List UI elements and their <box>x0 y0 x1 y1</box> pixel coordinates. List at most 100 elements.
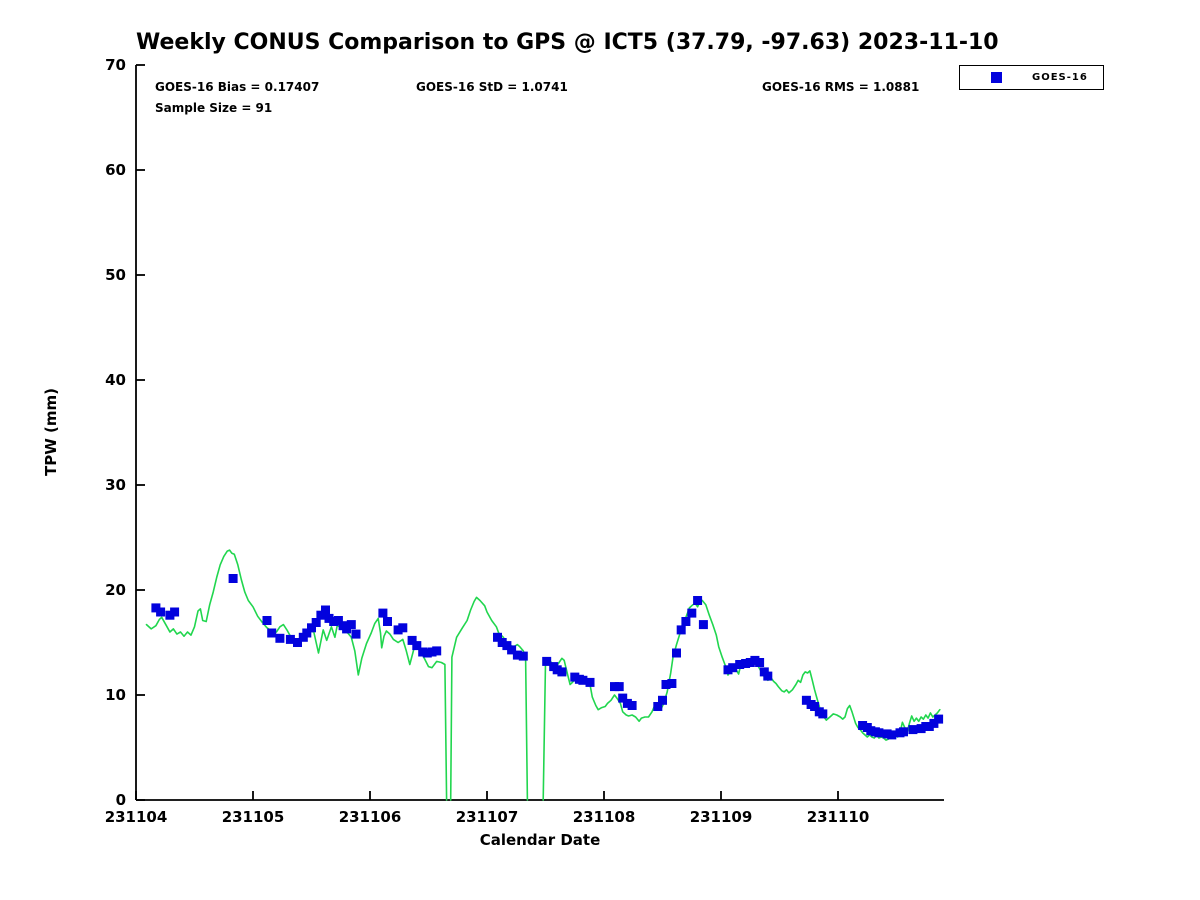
goes16-point <box>346 620 356 630</box>
goes16-point <box>899 727 908 737</box>
goes16-point <box>311 618 321 627</box>
goes16-point <box>750 655 760 665</box>
goes16-point <box>653 702 663 711</box>
goes16-point <box>378 608 388 618</box>
goes16-point <box>741 659 751 668</box>
goes16-point <box>412 641 422 651</box>
goes16-point <box>324 613 334 623</box>
gps-line <box>449 596 529 801</box>
goes16-point <box>267 628 277 638</box>
x-tick-label: 231108 <box>573 808 636 826</box>
goes16-point <box>614 682 624 692</box>
goes16-point <box>165 610 175 620</box>
goes16-point <box>170 607 180 617</box>
goes16-point <box>693 596 703 605</box>
goes16-point <box>908 725 918 735</box>
goes16-point <box>316 610 326 620</box>
gps-line <box>145 549 448 801</box>
goes16-point <box>329 617 339 626</box>
goes16-point <box>810 702 820 711</box>
goes16-point <box>507 645 517 655</box>
chart-title: Weekly CONUS Comparison to GPS @ ICT5 (3… <box>136 30 999 55</box>
goes16-point <box>874 728 884 738</box>
y-tick-label: 30 <box>105 476 126 494</box>
goes16-legend-marker-icon <box>991 72 1002 83</box>
x-tick-label: 231109 <box>690 808 753 826</box>
goes16-point <box>493 632 502 642</box>
goes16-point <box>422 648 432 658</box>
goes16-point <box>151 603 161 613</box>
goes16-point <box>916 724 926 734</box>
goes16-point <box>262 616 272 625</box>
gps-line <box>542 599 941 801</box>
goes16-point <box>518 651 528 661</box>
goes16-point <box>681 617 691 626</box>
goes16-point <box>676 625 686 635</box>
goes16-point <box>307 623 316 633</box>
goes16-point <box>512 650 522 660</box>
y-tick-label: 0 <box>116 791 126 809</box>
goes16-point <box>418 647 428 657</box>
goes16-point <box>667 679 677 688</box>
goes16-point <box>882 729 892 739</box>
goes16-point <box>735 660 745 669</box>
y-tick-label: 60 <box>105 161 126 179</box>
goes16-point <box>156 607 166 617</box>
goes16-point <box>622 698 632 708</box>
goes16-point <box>610 682 619 692</box>
goes16-point <box>698 620 708 630</box>
goes16-point <box>728 663 738 673</box>
goes16-point <box>763 671 773 681</box>
goes16-point <box>293 638 302 647</box>
goes16-point <box>427 647 437 657</box>
x-tick-label: 231104 <box>105 808 168 826</box>
y-tick-label: 70 <box>105 56 126 74</box>
goes16-point <box>333 616 343 625</box>
goes16-point <box>866 726 876 736</box>
goes16-point <box>672 648 681 658</box>
goes16-point <box>432 646 442 656</box>
goes16-point <box>570 672 580 682</box>
goes16-point <box>302 628 312 638</box>
legend-label-goes16: GOES-16 <box>1032 72 1088 83</box>
y-tick-label: 50 <box>105 266 126 284</box>
goes16-point <box>929 718 939 728</box>
goes16-point <box>497 638 507 647</box>
stat-bias: GOES-16 Bias = 0.17407 <box>155 80 320 94</box>
x-tick-label: 231105 <box>222 808 285 826</box>
goes16-point <box>818 709 828 719</box>
goes16-point <box>801 695 811 705</box>
goes16-point <box>658 695 667 705</box>
legend: GOES-16 <box>959 65 1104 90</box>
y-tick-label: 40 <box>105 371 126 389</box>
goes16-point <box>342 624 352 634</box>
stat-std: GOES-16 StD = 1.0741 <box>416 80 568 94</box>
x-tick-label: 231110 <box>807 808 870 826</box>
goes16-point <box>687 608 697 618</box>
x-tick-label: 231107 <box>456 808 519 826</box>
goes16-point <box>502 641 512 651</box>
goes16-point <box>542 656 552 666</box>
goes16-point <box>887 730 897 740</box>
goes16-point <box>552 665 562 675</box>
goes16-point <box>618 693 628 703</box>
goes16-point <box>661 680 671 689</box>
goes16-point <box>285 634 295 644</box>
y-tick-label: 20 <box>105 581 126 599</box>
goes16-point <box>321 605 330 615</box>
goes16-point <box>393 625 403 635</box>
goes16-point <box>755 658 765 667</box>
goes16-point <box>858 721 868 730</box>
goes16-point <box>275 633 285 643</box>
goes16-point <box>557 667 567 677</box>
goes16-point <box>723 665 733 675</box>
goes16-point <box>228 574 238 583</box>
stat-sample-size: Sample Size = 91 <box>155 101 273 115</box>
goes16-point <box>934 714 944 724</box>
goes16-point <box>398 623 408 633</box>
goes16-point <box>627 701 637 710</box>
goes16-point <box>585 677 595 687</box>
goes16-point <box>383 617 392 626</box>
goes16-point <box>407 635 417 645</box>
